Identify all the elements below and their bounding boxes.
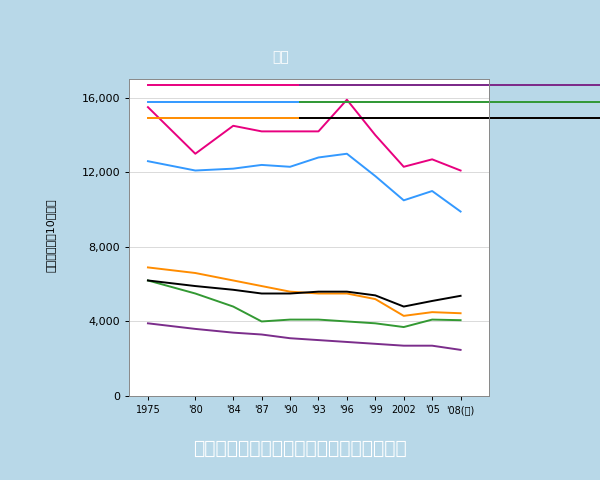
Text: 外来: 外来 [272,50,289,64]
Text: 頻出の統計データのグラフをカラーで図解: 頻出の統計データのグラフをカラーで図解 [193,439,407,458]
Text: 受療率（人口10万対）: 受療率（人口10万対） [46,198,56,272]
